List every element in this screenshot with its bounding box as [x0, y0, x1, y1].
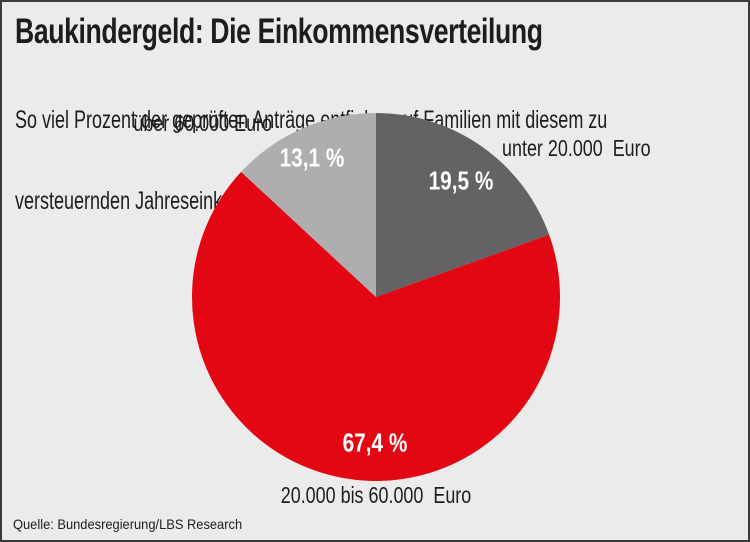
page-title: Baukindergeld: Die Einkommensverteilung [15, 12, 543, 51]
slice-label-unter-20000: unter 20.000 Euro [502, 135, 651, 161]
pie-value-label-1: 67,4 % [342, 427, 408, 458]
pie-slice-2 [241, 113, 376, 297]
slice-label-20000-bis-60000: 20.000 bis 60.000 Euro [280, 482, 472, 508]
slice-label-ueber-60000: über 60.000 Euro [133, 110, 272, 136]
pie-value-label-2: 13,1 % [279, 142, 345, 173]
pie-slice-1 [191, 171, 560, 482]
pie-slice-0 [376, 113, 550, 297]
source-credit: Quelle: Bundesregierung/LBS Research [13, 516, 243, 532]
page-subtitle: So viel Prozent der geprüften Anträge en… [15, 53, 607, 269]
pie-value-label-0: 19,5 % [428, 165, 494, 196]
